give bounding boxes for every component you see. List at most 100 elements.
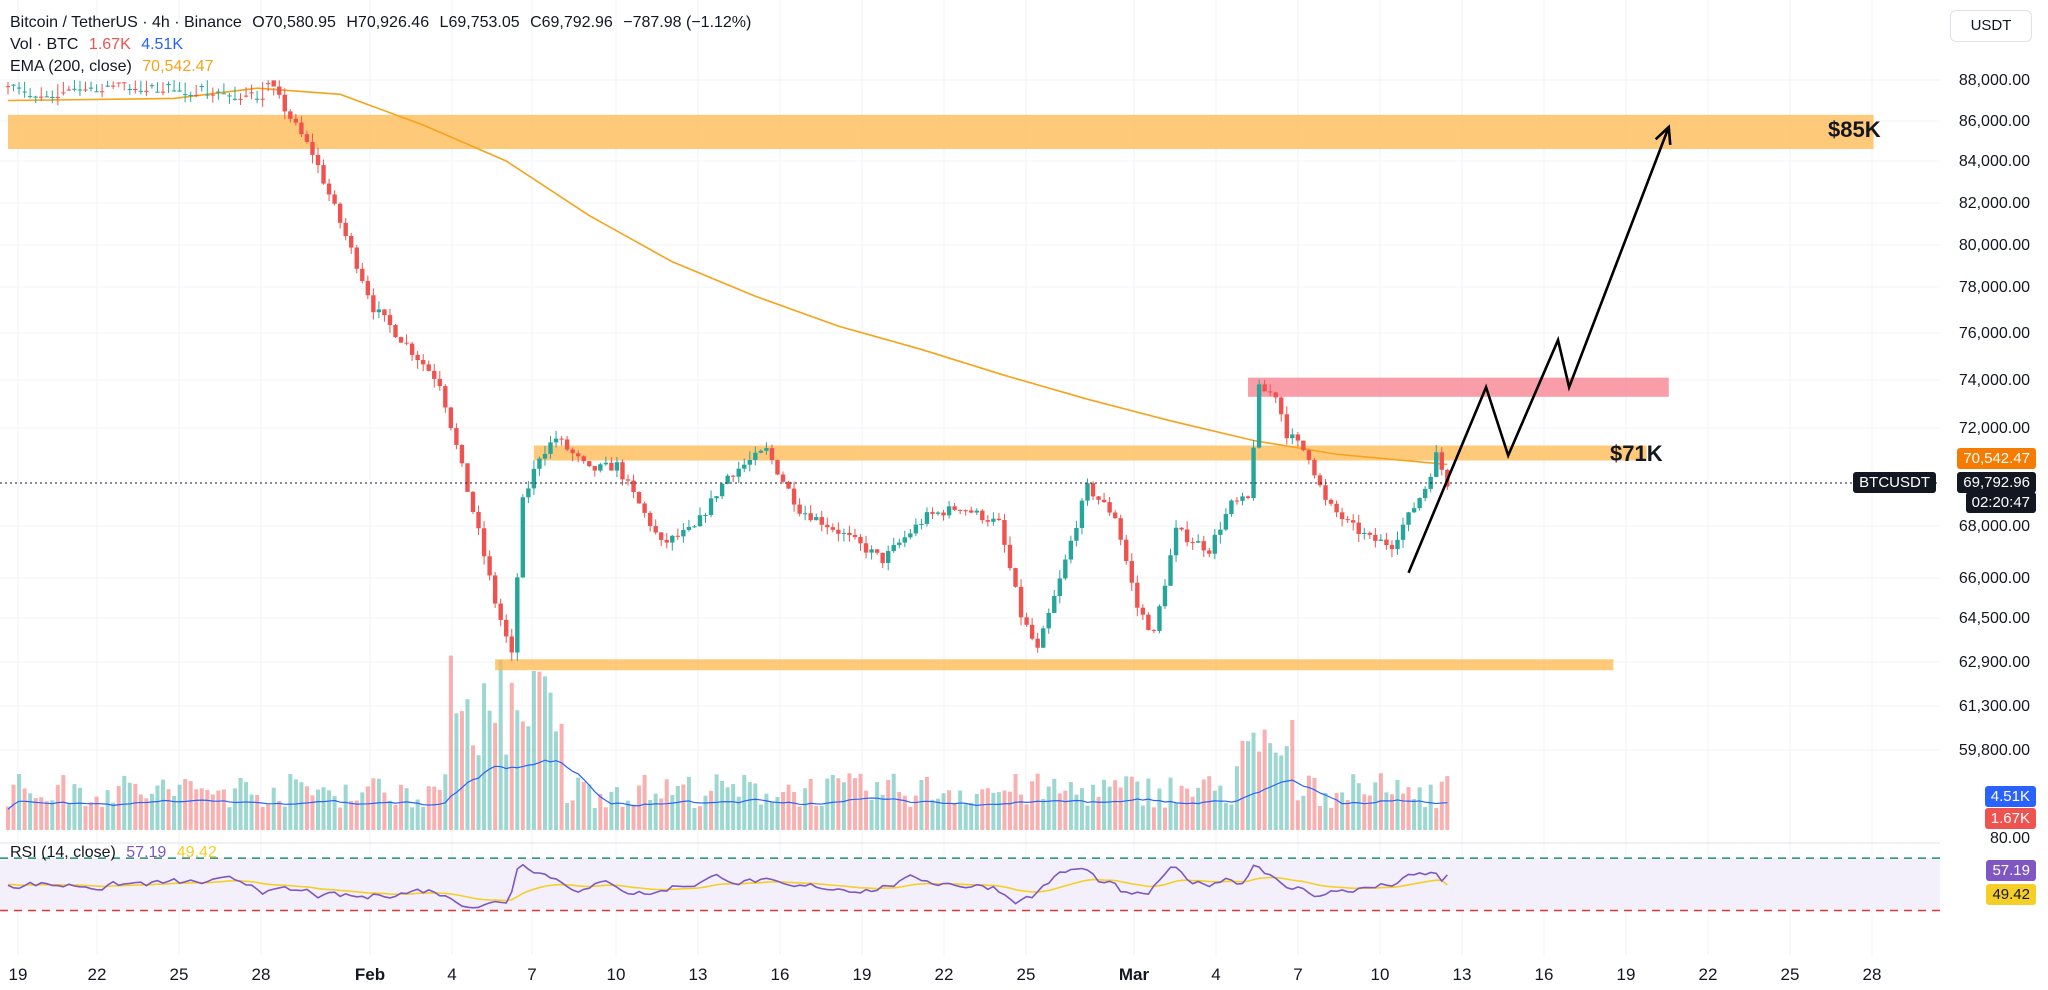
candle-body: [282, 94, 287, 112]
candle-body: [321, 165, 326, 184]
ohlc-legend: Bitcoin / TetherUS · 4h · Binance O70,58…: [10, 12, 757, 34]
y-tick-label: 76,000.00: [1959, 325, 2030, 342]
candle-body: [969, 510, 974, 513]
candle-body: [725, 475, 730, 484]
volume-bar: [581, 782, 586, 830]
volume-bar: [487, 710, 492, 830]
y-tick-label: 80.00: [1990, 830, 2030, 847]
volume-bar: [404, 788, 409, 830]
volume-bar: [1273, 752, 1278, 830]
volume-bar: [720, 780, 725, 830]
candle-body: [77, 89, 83, 91]
candle-body: [670, 535, 675, 543]
candle-body: [1135, 582, 1140, 608]
candle-body: [55, 96, 61, 98]
candle-body: [1129, 561, 1134, 583]
volume-bar: [1223, 802, 1228, 830]
volume-bar: [1378, 773, 1383, 830]
volume-bar: [50, 800, 55, 830]
candle-body: [819, 517, 824, 525]
volume-bar: [1384, 792, 1389, 830]
candle-body: [885, 551, 891, 563]
volume-bar: [924, 776, 929, 830]
volume-bar: [365, 786, 370, 830]
volume-bar: [166, 789, 171, 830]
candle-body: [221, 93, 227, 95]
y-tick-label: 62,900.00: [1959, 654, 2030, 671]
candle-body: [409, 343, 415, 355]
candle-body: [72, 88, 77, 90]
volume-bar: [753, 783, 758, 830]
candle-body: [448, 407, 454, 429]
candle-body: [5, 86, 11, 88]
candle-body: [736, 468, 741, 477]
candle-body: [758, 450, 764, 453]
candle-body: [205, 94, 210, 96]
candle-body: [232, 98, 238, 100]
candle-body: [1373, 534, 1378, 541]
candle-body: [1013, 568, 1018, 587]
volume-bar: [11, 784, 16, 830]
volume-bar: [947, 790, 952, 830]
candle-body: [1339, 512, 1345, 520]
candle-body: [476, 511, 481, 529]
volume-bar: [1085, 805, 1090, 830]
volume-bar: [493, 722, 498, 830]
candle-body: [16, 87, 22, 89]
volume-bar: [731, 784, 736, 830]
volume-bar: [825, 778, 830, 830]
volume-bar: [1312, 777, 1317, 830]
volume-bar: [614, 787, 619, 830]
currency-button[interactable]: USDT: [1950, 10, 2032, 42]
candle-body: [1024, 617, 1029, 625]
volume-bar: [841, 782, 846, 830]
candle-body: [265, 83, 271, 85]
candle-body: [985, 520, 991, 522]
candle-body: [387, 315, 393, 326]
candle-body: [869, 549, 874, 553]
volume-bar: [415, 799, 420, 830]
volume-bar: [526, 726, 531, 830]
candle-body: [332, 194, 337, 204]
volume-bar: [221, 789, 226, 830]
volume-bar: [1246, 741, 1251, 830]
volume-bar: [648, 799, 653, 830]
x-tick-label: 16: [771, 965, 790, 984]
volume-bar: [936, 798, 941, 830]
volume-bar: [232, 788, 237, 830]
volume-bar: [1257, 751, 1262, 830]
candle-body: [836, 529, 841, 534]
volume-bar: [1389, 794, 1394, 830]
candle-body: [858, 536, 863, 544]
volume-bar: [1434, 807, 1439, 830]
x-tick-label: Feb: [355, 965, 385, 984]
volume-bar: [116, 785, 121, 830]
y-tick-label: 80,000.00: [1959, 237, 2030, 254]
candle-body: [1251, 447, 1256, 498]
volume-bar: [44, 801, 49, 830]
volume-bar: [1185, 788, 1190, 830]
volume-bar: [83, 805, 88, 830]
y-tick-label: 82,000.00: [1959, 195, 2030, 212]
candle-body: [1074, 527, 1079, 541]
candle-body: [747, 460, 752, 465]
volume-bar: [1356, 783, 1361, 830]
volume-bar: [316, 789, 321, 830]
candle-body: [1101, 499, 1107, 503]
volume-bar: [304, 786, 309, 830]
volume-bar: [670, 794, 675, 830]
volume-bar: [1068, 782, 1073, 830]
candle-body: [952, 506, 957, 510]
candle-body: [360, 268, 365, 281]
candle-body: [703, 514, 708, 516]
last-price-tag: 69,792.96: [1957, 472, 2036, 493]
candle-body: [559, 438, 564, 440]
volume-bar: [437, 789, 442, 830]
candle-body: [326, 183, 332, 195]
candle-body: [149, 85, 155, 87]
volume-bar: [382, 792, 387, 830]
volume-bar: [183, 778, 188, 830]
volume-bar: [686, 776, 691, 830]
change-value: −787.98 (−1.12%): [623, 14, 752, 31]
